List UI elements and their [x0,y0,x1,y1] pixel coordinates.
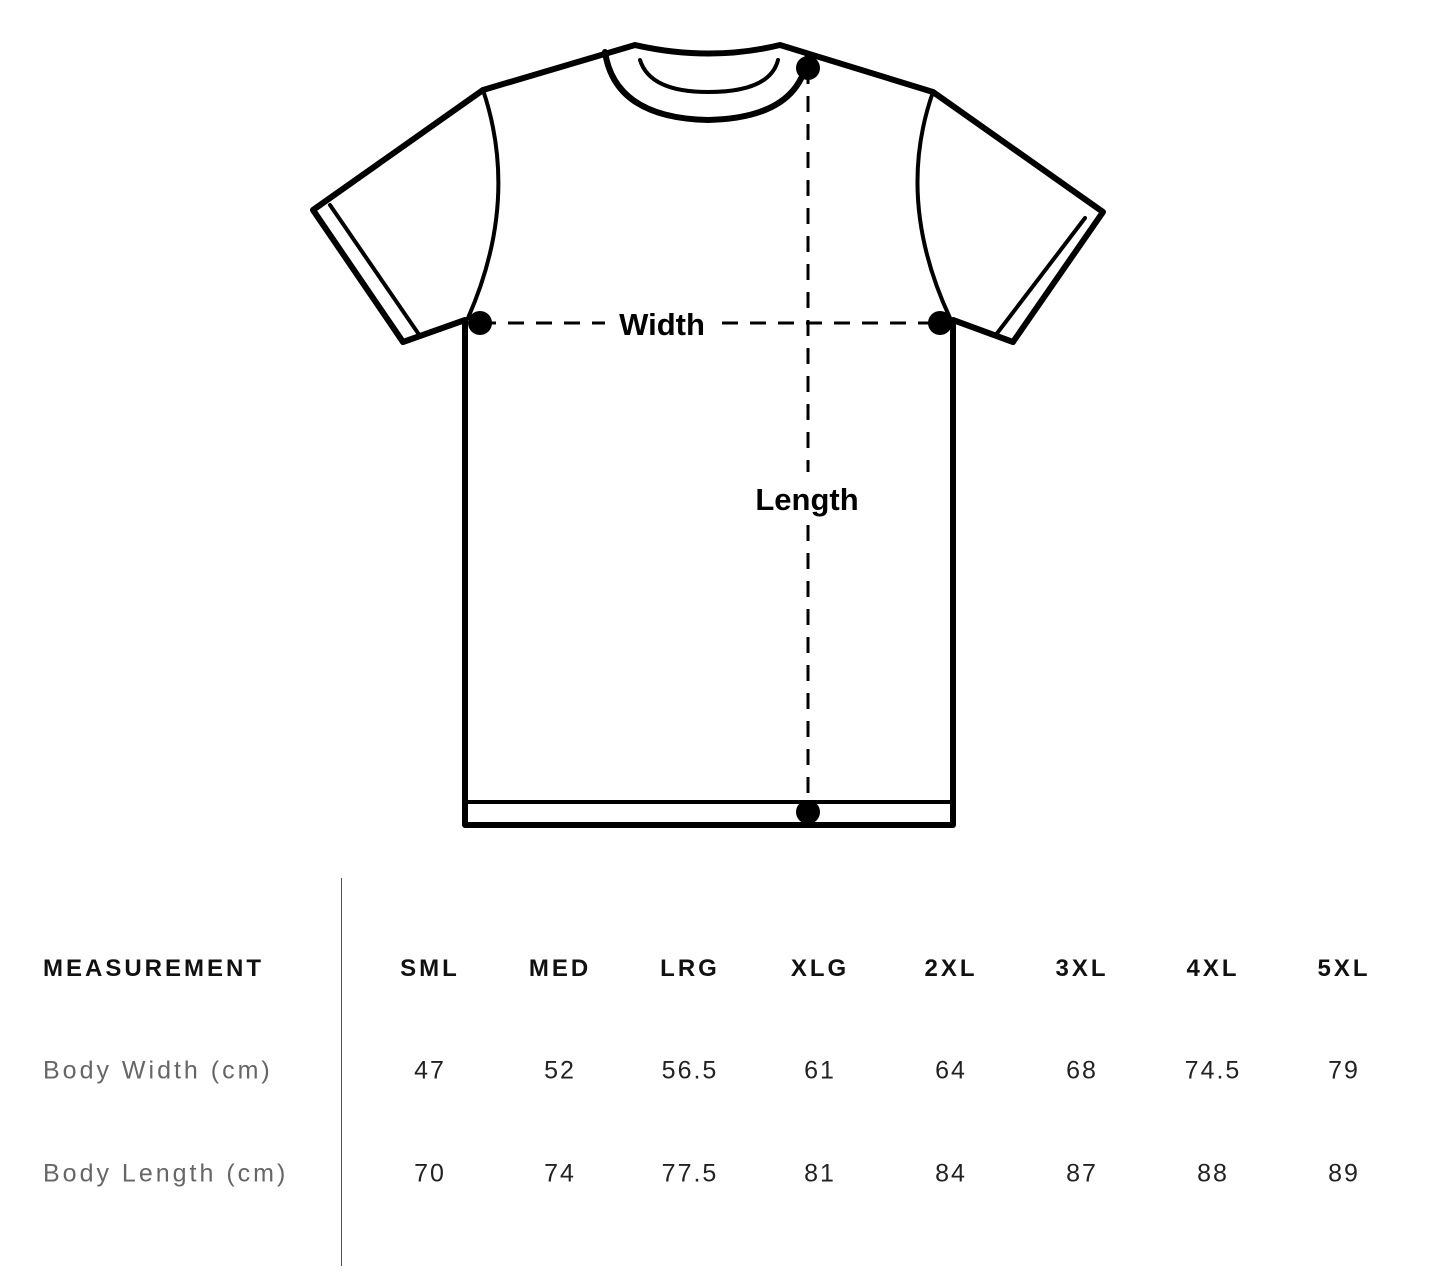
length-label: Length [755,482,858,517]
row-label: Body Width (cm) [43,1056,273,1085]
tshirt-diagram: Width Length [310,42,1106,828]
size-header-4xl: 4XL [1186,955,1240,982]
table-cell: 77.5 [661,1159,719,1188]
size-header-3xl: 3XL [1055,955,1109,982]
table-cell: 70 [414,1159,446,1188]
table-cell: 79 [1328,1056,1360,1085]
length-end-dot [796,800,820,824]
size-header-sml: SML [400,955,460,982]
table-divider [341,878,342,1266]
tshirt-outline [310,42,1106,828]
table-cell: 61 [804,1056,836,1085]
size-header-xlg: XLG [790,955,850,982]
table-cell: 56.5 [661,1056,719,1085]
table-cell: 64 [935,1056,967,1085]
row-label: Body Length (cm) [43,1159,289,1188]
table-cell: 74.5 [1184,1056,1242,1085]
table-cell: 47 [414,1056,446,1085]
size-header-2xl: 2XL [924,955,978,982]
width-end-dot [928,311,952,335]
table-cell: 81 [804,1159,836,1188]
length-start-dot [796,56,820,80]
table-cell: 68 [1066,1056,1098,1085]
size-header-5xl: 5XL [1317,955,1371,982]
table-cell: 52 [544,1056,576,1085]
table-cell: 74 [544,1159,576,1188]
size-header-med: MED [528,955,592,982]
measure-points [468,56,952,824]
table-cell: 88 [1197,1159,1229,1188]
size-header-lrg: LRG [660,955,720,982]
width-start-dot [468,311,492,335]
width-label: Width [619,307,705,342]
measure-lines [480,68,940,812]
table-cell: 89 [1328,1159,1360,1188]
table-cell: 84 [935,1159,967,1188]
measurement-header: MEASUREMENT [43,955,265,982]
table-cell: 87 [1066,1159,1098,1188]
